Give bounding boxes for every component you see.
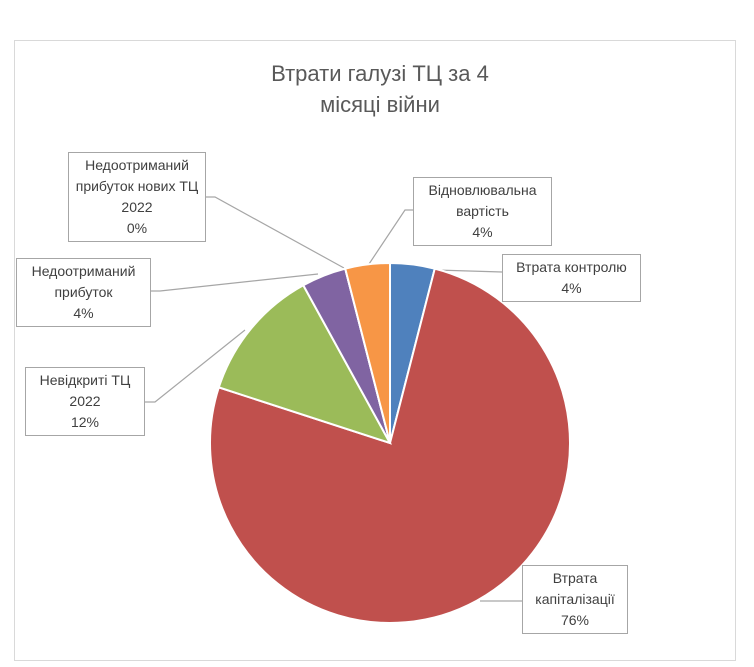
label-value: 12% (70, 414, 100, 430)
data-label: Недоотриманий прибуток нових ТЦ 2022 0% (68, 152, 206, 242)
pie-slice (217, 283, 393, 445)
label-value: 4% (472, 224, 493, 240)
label-value: 4% (73, 305, 94, 321)
leader-line (151, 273, 319, 292)
pie-slice (209, 267, 571, 624)
chart-title: Втрати галузі ТЦ за 4 місяці війни (271, 61, 489, 117)
leader-line (368, 209, 413, 265)
label-category: Невідкриті ТЦ 2022 (39, 372, 131, 409)
label-category: Відновлювальна вартість (428, 182, 537, 219)
pie-slice (344, 261, 391, 444)
data-label: Невідкриті ТЦ 2022 12% (25, 367, 145, 436)
chart-frame (14, 40, 736, 661)
label-value: 76% (560, 612, 590, 628)
label-category: Недоотриманий прибуток (31, 263, 136, 300)
label-category: Недоотриманий прибуток нових ТЦ 2022 (75, 157, 199, 215)
leader-lines (145, 196, 530, 602)
label-category: Втрата капіталізації (535, 570, 615, 607)
label-value: 0% (126, 220, 148, 236)
data-label: Втрата капіталізації 76% (522, 565, 628, 634)
data-label: Втрата контролю 4% (502, 254, 641, 302)
data-label: Недоотриманий прибуток 4% (16, 258, 151, 327)
leader-line (206, 196, 345, 269)
leader-line (145, 329, 246, 403)
label-value: 4% (561, 280, 582, 296)
label-category: Втрата контролю (516, 259, 627, 275)
data-label: Відновлювальна вартість 4% (413, 177, 552, 246)
